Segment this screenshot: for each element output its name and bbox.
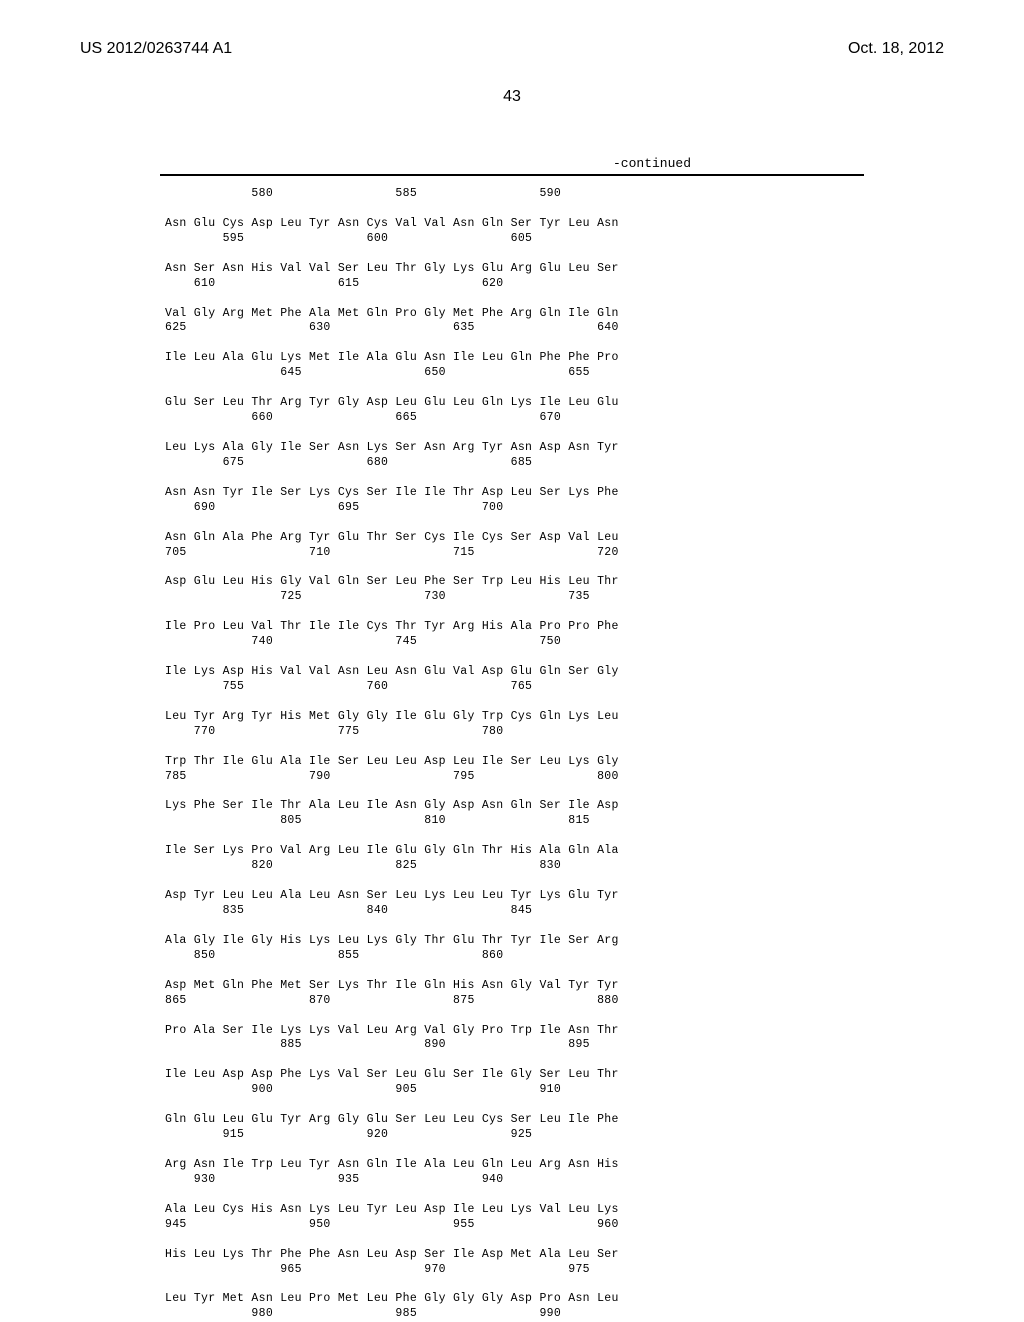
sequence-listing: 580 585 590 Asn Glu Cys Asp Leu Tyr Asn … xyxy=(0,179,1024,1322)
document-date: Oct. 18, 2012 xyxy=(848,40,944,58)
continued-label: -continued xyxy=(0,156,1024,171)
page-number: 43 xyxy=(0,88,1024,106)
divider xyxy=(160,174,864,176)
document-number: US 2012/0263744 A1 xyxy=(80,40,232,58)
